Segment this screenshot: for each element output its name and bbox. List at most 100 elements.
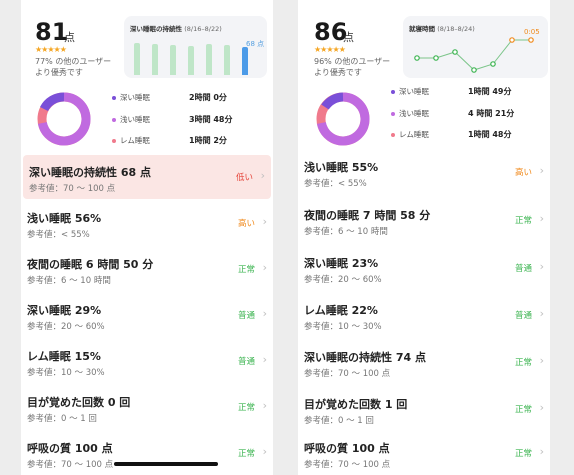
legend-value: 1時間 49分 bbox=[468, 87, 512, 96]
metric-row-night-sleep[interactable]: 夜間の睡眠 7 時間 58 分 参考値：6 〜 10 時間 正常 › bbox=[298, 198, 550, 242]
status-badge: 普通 bbox=[237, 311, 255, 321]
metric-title: 呼吸の質 100 点 bbox=[304, 442, 390, 455]
chevron-right-icon: › bbox=[539, 164, 544, 177]
chevron-right-icon: › bbox=[260, 169, 265, 182]
metric-title: 浅い睡眠 55% bbox=[304, 161, 379, 174]
legend-value: 1時間 48分 bbox=[468, 130, 512, 139]
metric-reference: 参考値：20 〜 60% bbox=[304, 275, 382, 285]
legend-dot bbox=[112, 139, 116, 143]
chevron-right-icon: › bbox=[262, 261, 267, 274]
metric-row-deep-sleep-continuity[interactable]: 深い睡眠の持続性 74 点 参考値：70 〜 100 点 正常 › bbox=[298, 340, 550, 384]
metric-title: 目が覚めた回数 0 回 bbox=[27, 396, 131, 409]
status-badge: 普通 bbox=[514, 264, 532, 274]
metric-row-deep-sleep-continuity[interactable]: 深い睡眠の持続性 68 点 参考値：70 〜 100 点 低い › bbox=[23, 155, 271, 199]
chart-point bbox=[471, 67, 477, 73]
legend-value: 2時間 0分 bbox=[189, 93, 227, 102]
rating-stars: ★★★★★ bbox=[35, 45, 67, 54]
chart-point bbox=[490, 61, 496, 67]
status-badge: 高い bbox=[514, 168, 532, 178]
chevron-right-icon: › bbox=[262, 445, 267, 458]
metric-reference: 参考値：6 〜 10 時間 bbox=[304, 227, 388, 237]
comparison-text: 77% の他のユーザー より優秀です bbox=[35, 57, 112, 77]
status-badge: 正常 bbox=[514, 216, 532, 226]
metric-reference: 参考値：0 〜 1 回 bbox=[27, 414, 97, 424]
metric-title: 夜間の睡眠 7 時間 58 分 bbox=[304, 209, 431, 222]
metric-reference: 参考値：70 〜 100 点 bbox=[27, 460, 114, 470]
chart-line bbox=[417, 39, 531, 71]
metric-reference: 参考値：10 〜 30% bbox=[27, 368, 105, 378]
chart-point bbox=[452, 49, 458, 55]
sleep-score: 86 bbox=[314, 18, 348, 46]
bedtime-chart[interactable]: 就寝時間 (8/18–8/24) 0:05 bbox=[403, 16, 548, 78]
metric-reference: 参考値：6 〜 10 時間 bbox=[27, 276, 111, 286]
legend-label: 深い睡眠 bbox=[399, 87, 429, 96]
metric-reference: 参考値：0 〜 1 回 bbox=[304, 416, 374, 426]
chevron-right-icon: › bbox=[539, 401, 544, 414]
metric-row-deep-sleep[interactable]: 深い睡眠 29% 参考値：20 〜 60% 普通 › bbox=[21, 293, 273, 337]
deep-sleep-continuity-chart[interactable]: 深い睡眠の持続性 (8/16–8/22) 68 点 bbox=[124, 16, 267, 78]
metric-row-wake-count[interactable]: 目が覚めた回数 0 回 参考値：0 〜 1 回 正常 › bbox=[21, 385, 273, 429]
metric-row-light-sleep[interactable]: 浅い睡眠 55% 参考値：< 55% 高い › bbox=[298, 150, 550, 194]
status-badge: 正常 bbox=[237, 403, 255, 413]
metric-row-breathing-quality[interactable]: 呼吸の質 100 点 参考値：70 〜 100 点 正常 › bbox=[298, 431, 550, 475]
metric-title: レム睡眠 15% bbox=[27, 350, 101, 363]
legend-label: レム睡眠 bbox=[399, 130, 429, 139]
metric-reference: 参考値：70 〜 100 点 bbox=[304, 369, 391, 379]
metric-title: 深い睡眠の持続性 74 点 bbox=[304, 351, 426, 364]
metric-title: 深い睡眠 23% bbox=[304, 257, 379, 270]
line-area bbox=[414, 37, 534, 73]
metric-row-rem-sleep[interactable]: レム睡眠 15% 参考値：10 〜 30% 普通 › bbox=[21, 339, 273, 383]
metric-row-rem-sleep[interactable]: レム睡眠 22% 参考値：10 〜 30% 普通 › bbox=[298, 293, 550, 337]
chart-point bbox=[528, 37, 534, 43]
chart-bar bbox=[170, 45, 176, 75]
metric-row-night-sleep[interactable]: 夜間の睡眠 6 時間 50 分 参考値：6 〜 10 時間 正常 › bbox=[21, 247, 273, 291]
legend-dot bbox=[112, 118, 116, 122]
status-badge: 正常 bbox=[237, 449, 255, 459]
metric-row-light-sleep[interactable]: 浅い睡眠 56% 参考値：< 55% 高い › bbox=[21, 201, 273, 245]
metric-row-wake-count[interactable]: 目が覚めた回数 1 回 参考値：0 〜 1 回 正常 › bbox=[298, 387, 550, 431]
metric-reference: 参考値：70 〜 100 点 bbox=[304, 460, 391, 470]
bar-area bbox=[134, 38, 262, 75]
rating-stars: ★★★★★ bbox=[314, 45, 346, 54]
mini-chart-last-label: 0:05 bbox=[524, 28, 540, 36]
metric-reference: 参考値：< 55% bbox=[304, 179, 367, 189]
legend-label: レム睡眠 bbox=[120, 136, 150, 145]
status-badge: 正常 bbox=[514, 449, 532, 459]
chart-bar bbox=[206, 44, 212, 75]
sleep-composition-donut bbox=[316, 92, 370, 146]
score-unit: 点 bbox=[343, 31, 354, 44]
chevron-right-icon: › bbox=[262, 307, 267, 320]
legend-label: 浅い睡眠 bbox=[399, 109, 429, 118]
chart-bar bbox=[224, 45, 230, 75]
chevron-right-icon: › bbox=[262, 399, 267, 412]
chart-bar bbox=[134, 43, 140, 75]
comparison-text: 96% の他のユーザー より優秀です bbox=[314, 57, 391, 77]
metric-title: レム睡眠 22% bbox=[304, 304, 378, 317]
home-indicator[interactable] bbox=[114, 462, 218, 466]
metric-row-deep-sleep[interactable]: 深い睡眠 23% 参考値：20 〜 60% 普通 › bbox=[298, 246, 550, 290]
status-badge: 高い bbox=[237, 219, 255, 229]
sleep-report-panel-left: 81 点 ★★★★★ 77% の他のユーザー より優秀です 深い睡眠の持続性 (… bbox=[21, 0, 273, 475]
chart-bar bbox=[188, 46, 194, 75]
sleep-composition-donut bbox=[37, 92, 91, 146]
metric-row-breathing-quality[interactable]: 呼吸の質 100 点 参考値：70 〜 100 点 正常 › bbox=[21, 431, 273, 475]
chart-point bbox=[433, 55, 439, 61]
status-badge: 普通 bbox=[514, 311, 532, 321]
metric-title: 深い睡眠 29% bbox=[27, 304, 102, 317]
status-badge: 普通 bbox=[237, 357, 255, 367]
metric-title: 夜間の睡眠 6 時間 50 分 bbox=[27, 258, 154, 271]
metric-title: 浅い睡眠 56% bbox=[27, 212, 102, 225]
chart-point bbox=[414, 55, 420, 61]
chevron-right-icon: › bbox=[539, 354, 544, 367]
chart-bar bbox=[242, 47, 248, 75]
metric-title: 深い睡眠の持続性 68 点 bbox=[29, 166, 151, 179]
legend-dot bbox=[391, 90, 395, 94]
status-badge: 低い bbox=[235, 173, 253, 183]
legend-dot bbox=[112, 96, 116, 100]
status-badge: 正常 bbox=[237, 265, 255, 275]
legend-label: 浅い睡眠 bbox=[120, 115, 150, 124]
chevron-right-icon: › bbox=[539, 307, 544, 320]
metric-reference: 参考値：10 〜 30% bbox=[304, 322, 382, 332]
legend-value: 3時間 48分 bbox=[189, 115, 233, 124]
sleep-report-panel-right: 86 点 ★★★★★ 96% の他のユーザー より優秀です 就寝時間 (8/18… bbox=[298, 0, 550, 475]
